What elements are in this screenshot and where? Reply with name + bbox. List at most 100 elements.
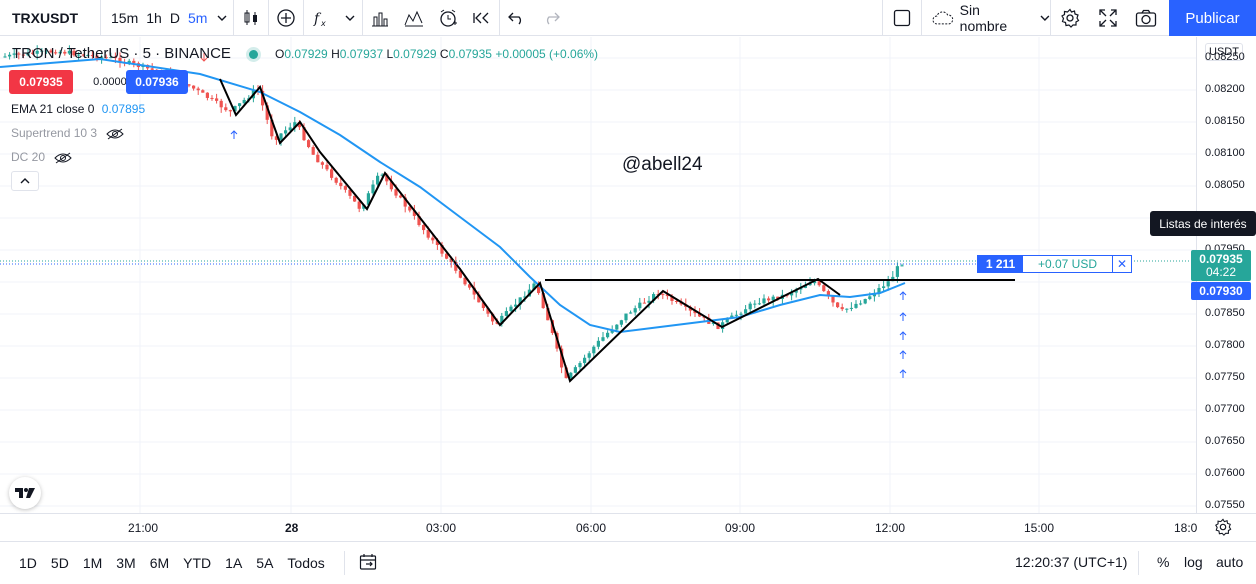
range-1m[interactable]: 1M: [82, 555, 103, 571]
time-axis[interactable]: 21:00 28 03:00 06:00 09:00 12:00 15:00 1…: [0, 513, 1256, 541]
candle-body: [3, 56, 7, 58]
right-toolbar-group: Sin nombre: [882, 0, 1165, 36]
candle-body: [192, 85, 196, 89]
layout-square-icon[interactable]: [883, 0, 921, 36]
timeframe-5m[interactable]: 5m: [187, 9, 208, 26]
eye-hidden-icon[interactable]: [54, 152, 73, 164]
buy-price-button[interactable]: 0.07936: [126, 70, 188, 94]
camera-snapshot-icon[interactable]: [1127, 0, 1165, 36]
candle-body: [81, 54, 85, 56]
candle-body: [431, 237, 435, 241]
candle-body: [35, 50, 39, 54]
percent-scale-toggle[interactable]: %: [1157, 554, 1170, 570]
candles-icon[interactable]: [234, 0, 268, 36]
redo-icon[interactable]: [534, 0, 568, 36]
axis-settings-gear-icon[interactable]: [1214, 518, 1232, 541]
buy-signal-arrow-icon: [899, 331, 907, 340]
layout-name-button[interactable]: Sin nombre: [922, 0, 1050, 36]
candle-body: [385, 174, 389, 182]
range-1d[interactable]: 1D: [19, 555, 37, 571]
timezone-clock[interactable]: 12:20:37 (UTC+1): [1015, 554, 1128, 570]
candle-body: [132, 60, 136, 64]
market-open-dot: [249, 49, 259, 59]
symbol-search-button[interactable]: TRXUSDT: [12, 9, 79, 26]
ema-indicator-legend[interactable]: EMA 21 close 0 0.07895: [11, 102, 145, 116]
chevron-down-icon[interactable]: [338, 0, 362, 36]
price-tick: 0.08050: [1205, 179, 1245, 191]
price-chart[interactable]: [0, 37, 1196, 513]
time-tick: 28: [285, 521, 299, 535]
candle-body: [311, 147, 315, 155]
close-position-icon[interactable]: ✕: [1116, 257, 1128, 271]
symbol-title[interactable]: TRON / TetherUS · 5 · BINANCE: [12, 45, 259, 62]
collapse-legend-button[interactable]: [11, 171, 39, 191]
layout-name-label: Sin nombre: [959, 2, 1008, 34]
settings-gear-icon[interactable]: [1051, 0, 1089, 36]
candle-body: [859, 303, 863, 305]
candle-body: [808, 283, 812, 286]
range-todos[interactable]: Todos: [287, 555, 325, 571]
time-tick: 09:00: [725, 521, 756, 535]
alert-clock-icon[interactable]: [431, 0, 465, 36]
candle-body: [872, 293, 876, 297]
range-ytd[interactable]: YTD: [183, 555, 212, 571]
sell-price-button[interactable]: 0.07935: [9, 70, 73, 94]
price-axis[interactable]: USDT 0.08250 0.08200 0.08150 0.08100 0.0…: [1191, 37, 1256, 513]
supertrend-indicator-legend[interactable]: Supertrend 10 3: [11, 126, 125, 140]
ohlc-values: O0.07929 H0.07937 L0.07929 C0.07935 +0.0…: [275, 47, 598, 61]
candle-body: [739, 313, 743, 315]
candle-body: [753, 303, 757, 305]
dc-indicator-legend[interactable]: DC 20: [11, 150, 73, 164]
sell-signal-arrow-icon: [200, 53, 208, 62]
range-3m[interactable]: 3M: [116, 555, 136, 571]
time-tick: 03:00: [426, 521, 457, 535]
open-value: 0.07929: [284, 47, 328, 61]
range-5d[interactable]: 5D: [50, 555, 69, 571]
candle-body: [477, 294, 481, 303]
candle-body: [813, 281, 817, 284]
price-tick: 0.08100: [1205, 147, 1245, 159]
candle-body: [633, 308, 637, 313]
zigzag-drawing: [219, 78, 841, 383]
price-tick: 0.07600: [1205, 467, 1245, 479]
templates-icon[interactable]: [397, 0, 431, 36]
currency-label[interactable]: USDT: [1205, 43, 1243, 61]
timeframe-d[interactable]: D: [169, 9, 180, 26]
candle-body: [270, 119, 274, 137]
time-tick: 06:00: [576, 521, 607, 535]
candle-body: [196, 88, 200, 91]
range-5a[interactable]: 5A: [256, 555, 274, 571]
goto-date-icon[interactable]: [359, 553, 377, 574]
chevron-down-icon[interactable]: [211, 0, 233, 36]
undo-icon[interactable]: [500, 0, 534, 36]
position-quantity: 1 211: [978, 256, 1023, 272]
timeframe-1h[interactable]: 1h: [146, 9, 162, 26]
timeframe-15m[interactable]: 15m: [111, 9, 139, 26]
candle-body: [366, 193, 370, 205]
buy-signal-arrow-icon: [230, 130, 238, 139]
position-line-label[interactable]: 1 211 +0.07 USD ✕: [977, 255, 1132, 273]
fullscreen-icon[interactable]: [1089, 0, 1127, 36]
buy-signal-arrow-icon: [899, 291, 907, 300]
replay-icon[interactable]: [465, 0, 499, 36]
auto-scale-toggle[interactable]: auto: [1216, 554, 1244, 570]
range-1a[interactable]: 1A: [225, 555, 243, 571]
divider: [100, 0, 101, 36]
svg-text:x: x: [320, 19, 326, 28]
publish-button[interactable]: Publicar: [1169, 0, 1256, 36]
tradingview-logo[interactable]: [9, 477, 41, 509]
divider: [303, 0, 305, 36]
candle-body: [767, 298, 771, 301]
range-6m[interactable]: 6M: [149, 555, 170, 571]
candle-body: [537, 283, 541, 294]
candle-body: [854, 303, 858, 308]
financials-icon[interactable]: [363, 0, 397, 36]
eye-hidden-icon[interactable]: [106, 128, 125, 140]
candle-body: [100, 57, 104, 59]
chart-pane[interactable]: @abell24 1 211 +0.07 USD ✕: [0, 37, 1196, 513]
add-indicator-icon[interactable]: [269, 0, 303, 36]
range-selector: 1D 5D 1M 3M 6M YTD 1A 5A Todos: [12, 555, 332, 571]
log-scale-toggle[interactable]: log: [1184, 554, 1203, 570]
candle-body: [90, 55, 94, 57]
